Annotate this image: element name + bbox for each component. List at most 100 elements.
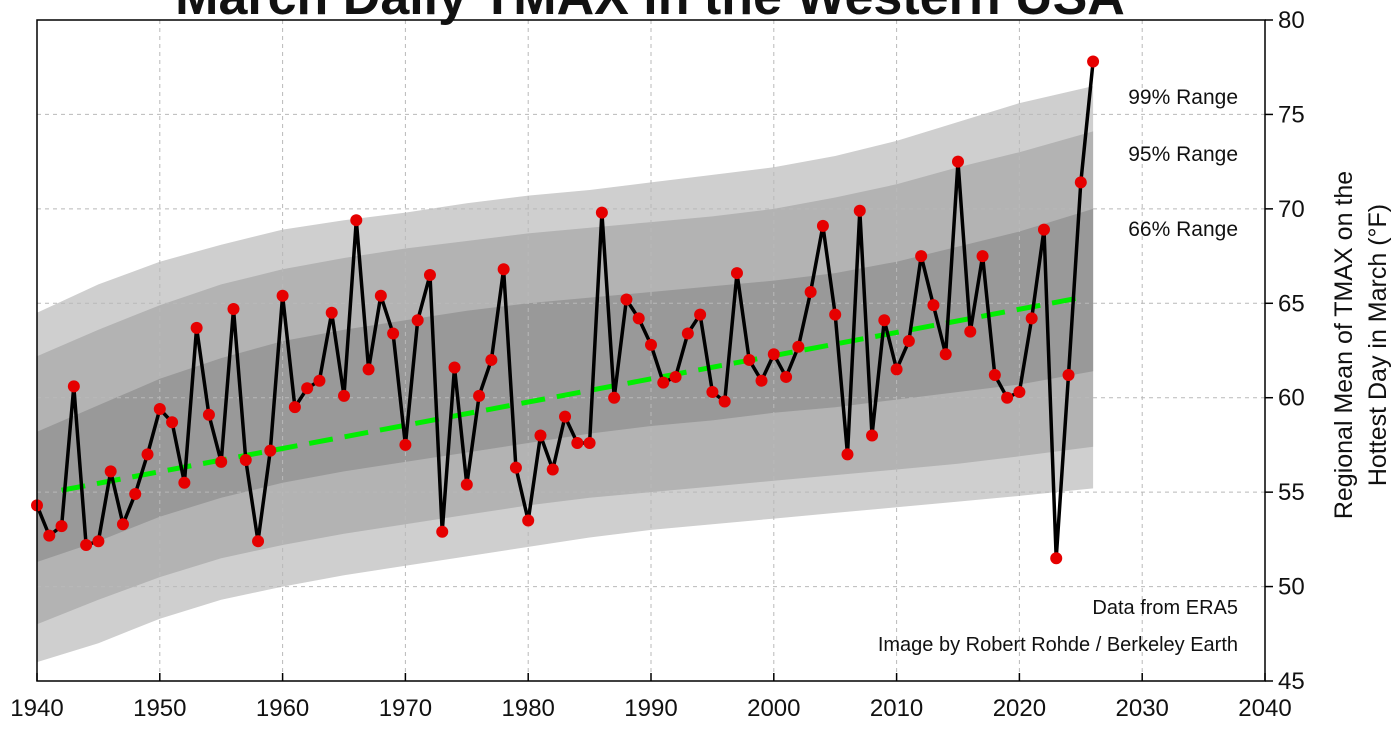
y-axis-label-line1: Regional Mean of TMAX on the xyxy=(1330,171,1358,519)
series-group xyxy=(31,55,1100,565)
y-tick-label: 80 xyxy=(1278,7,1305,34)
data-point xyxy=(325,306,338,319)
data-point xyxy=(141,448,154,461)
data-point xyxy=(190,321,203,334)
data-point xyxy=(116,518,129,531)
data-point xyxy=(153,403,166,416)
data-point xyxy=(804,285,817,298)
data-point xyxy=(80,539,93,552)
data-point xyxy=(583,437,596,450)
data-point xyxy=(1050,552,1063,565)
data-point xyxy=(55,520,68,533)
data-point xyxy=(755,374,768,387)
data-point xyxy=(276,289,289,302)
data-point xyxy=(767,348,780,361)
data-point xyxy=(816,219,829,232)
data-point xyxy=(546,463,559,476)
data-point xyxy=(239,454,252,467)
data-point xyxy=(620,293,633,306)
credit-note: Image by Robert Rohde / Berkeley Earth xyxy=(878,634,1238,656)
range-66-label: 66% Range xyxy=(1128,218,1238,241)
data-point xyxy=(534,429,547,442)
data-point xyxy=(202,408,215,421)
x-tick-label: 2040 xyxy=(1238,695,1291,722)
data-point xyxy=(460,478,473,491)
data-point xyxy=(448,361,461,374)
data-point xyxy=(227,302,240,315)
chart-title: March Daily TMAX in the Western USA xyxy=(175,0,1125,26)
x-tick-label: 2010 xyxy=(870,695,923,722)
data-point xyxy=(878,314,891,327)
data-point xyxy=(792,340,805,353)
x-tick-label: 2030 xyxy=(1116,695,1169,722)
data-point xyxy=(423,268,436,281)
data-point xyxy=(902,335,915,348)
data-point xyxy=(338,389,350,402)
data-point xyxy=(718,395,731,408)
range-99-label: 99% Range xyxy=(1128,86,1238,109)
y-tick-label: 55 xyxy=(1278,479,1305,506)
y-axis-label: Regional Mean of TMAX on the Hottest Day… xyxy=(1330,171,1392,519)
data-point xyxy=(92,535,105,548)
data-point xyxy=(939,348,952,361)
data-point xyxy=(743,353,756,366)
data-point xyxy=(853,204,866,217)
y-tick-label: 60 xyxy=(1278,385,1305,412)
data-point xyxy=(1037,223,1050,236)
data-point xyxy=(411,314,424,327)
data-point xyxy=(485,353,498,366)
y-tick-label: 75 xyxy=(1278,101,1305,128)
data-point xyxy=(706,386,719,399)
data-point xyxy=(43,529,56,542)
data-point xyxy=(215,455,228,468)
data-point xyxy=(104,465,117,478)
data-point xyxy=(927,299,940,312)
data-point xyxy=(694,308,707,321)
data-point xyxy=(67,380,80,393)
data-point xyxy=(1062,369,1075,382)
data-point xyxy=(1025,312,1038,325)
data-point xyxy=(780,370,793,383)
data-point xyxy=(301,382,314,395)
data-point xyxy=(841,448,854,461)
data-point xyxy=(1074,176,1087,189)
data-point xyxy=(829,308,842,321)
data-point xyxy=(399,438,412,451)
x-tick-label: 1960 xyxy=(256,695,309,722)
data-point xyxy=(1087,55,1100,68)
data-point xyxy=(252,535,265,548)
data-point xyxy=(178,476,191,489)
data-point xyxy=(509,461,522,474)
data-point xyxy=(1013,386,1026,399)
data-point xyxy=(374,289,387,302)
x-tick-label: 1980 xyxy=(502,695,555,722)
data-point xyxy=(608,391,621,404)
y-axis-label-line2: Hottest Day in March (°F) xyxy=(1364,204,1392,486)
data-point xyxy=(964,325,977,338)
x-tick-label: 1940 xyxy=(10,695,63,722)
data-point xyxy=(559,410,572,423)
data-point xyxy=(645,338,657,351)
axes: 1940 1950 1960 1970 1980 1990 2000 2010 2020 2030… xyxy=(10,7,1304,722)
data-point xyxy=(976,250,989,263)
data-point xyxy=(497,263,510,276)
data-point xyxy=(915,250,928,263)
data-point xyxy=(595,206,608,219)
source-note: Data from ERA5 xyxy=(1092,597,1238,619)
data-point xyxy=(522,514,535,527)
data-point xyxy=(288,401,301,414)
y-tick-label: 50 xyxy=(1278,574,1305,601)
data-point xyxy=(988,369,1001,382)
data-point xyxy=(681,327,694,340)
x-tick-label: 1950 xyxy=(133,695,186,722)
x-tick-label: 1990 xyxy=(624,695,677,722)
data-point xyxy=(387,327,400,340)
data-point xyxy=(473,389,486,402)
y-tick-label: 65 xyxy=(1278,290,1305,317)
data-point xyxy=(264,444,277,457)
data-point xyxy=(952,155,964,168)
x-tick-label: 1970 xyxy=(379,695,432,722)
band-66 xyxy=(37,208,1094,562)
data-point xyxy=(436,525,449,538)
data-point xyxy=(866,429,879,442)
